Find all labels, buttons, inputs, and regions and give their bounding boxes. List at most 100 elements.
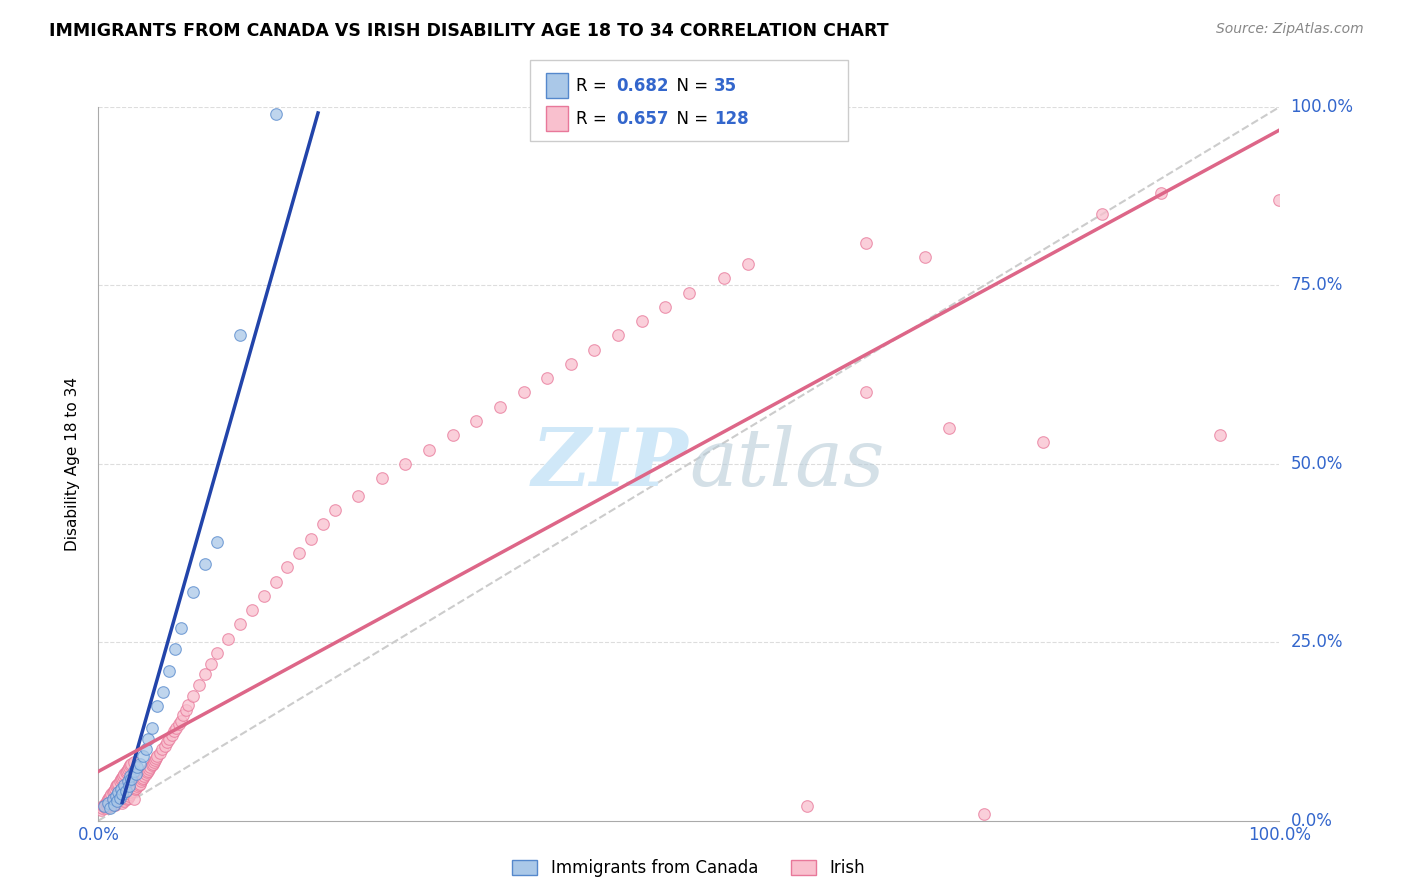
Point bbox=[114, 783, 136, 797]
Point bbox=[104, 781, 127, 796]
Point bbox=[181, 689, 204, 703]
Point bbox=[323, 503, 346, 517]
Point bbox=[117, 774, 139, 789]
Point bbox=[115, 792, 138, 806]
Point bbox=[105, 796, 128, 810]
Point bbox=[103, 783, 125, 797]
Point bbox=[101, 792, 124, 806]
Point bbox=[107, 776, 129, 790]
Point bbox=[536, 371, 558, 385]
Point bbox=[146, 699, 169, 714]
Point bbox=[98, 799, 121, 814]
Point bbox=[1150, 186, 1173, 200]
Text: ZIP: ZIP bbox=[531, 425, 689, 502]
Point bbox=[141, 758, 163, 772]
Point bbox=[105, 794, 128, 808]
Point bbox=[142, 755, 165, 769]
Point bbox=[120, 787, 142, 801]
Point bbox=[129, 774, 152, 789]
Point bbox=[240, 603, 263, 617]
Text: 50.0%: 50.0% bbox=[1291, 455, 1343, 473]
Text: 25.0%: 25.0% bbox=[1291, 633, 1343, 651]
Point bbox=[1268, 193, 1291, 207]
Point bbox=[264, 574, 287, 589]
Text: N =: N = bbox=[666, 77, 714, 95]
Point bbox=[157, 731, 180, 746]
Text: N =: N = bbox=[666, 110, 714, 128]
Point bbox=[165, 642, 187, 657]
Point bbox=[107, 792, 129, 806]
Point bbox=[713, 271, 735, 285]
Text: atlas: atlas bbox=[689, 425, 884, 502]
Point bbox=[105, 789, 128, 803]
Point bbox=[121, 756, 143, 771]
Point bbox=[136, 731, 159, 746]
Point bbox=[181, 585, 204, 599]
Point bbox=[121, 772, 143, 787]
Point bbox=[217, 632, 239, 646]
Point bbox=[107, 785, 129, 799]
Point bbox=[118, 789, 141, 803]
Point bbox=[122, 755, 145, 769]
Point bbox=[264, 107, 287, 121]
Point bbox=[170, 621, 193, 635]
Point bbox=[96, 794, 118, 808]
Point bbox=[108, 790, 131, 805]
Point bbox=[855, 235, 877, 250]
Point bbox=[118, 760, 141, 774]
Point bbox=[101, 796, 124, 810]
Point bbox=[112, 794, 135, 808]
Point bbox=[229, 617, 252, 632]
Point bbox=[111, 771, 134, 785]
Text: 0.0%: 0.0% bbox=[1291, 812, 1333, 830]
Point bbox=[299, 532, 322, 546]
Point bbox=[174, 703, 197, 717]
Point bbox=[111, 787, 134, 801]
Point bbox=[128, 776, 150, 790]
Point bbox=[187, 678, 209, 692]
Text: 75.0%: 75.0% bbox=[1291, 277, 1343, 294]
Point bbox=[104, 797, 127, 812]
Point bbox=[114, 765, 136, 780]
Text: R =: R = bbox=[576, 110, 613, 128]
Point bbox=[973, 806, 995, 821]
Point bbox=[117, 762, 139, 776]
Point bbox=[132, 771, 155, 785]
Point bbox=[122, 792, 145, 806]
Point bbox=[108, 790, 131, 805]
Text: 128: 128 bbox=[714, 110, 749, 128]
Point bbox=[128, 756, 150, 771]
Point bbox=[489, 400, 512, 414]
Point bbox=[110, 781, 132, 796]
Point bbox=[100, 797, 122, 812]
Point bbox=[93, 797, 115, 812]
Point bbox=[142, 756, 165, 771]
Point bbox=[1032, 435, 1054, 450]
Point bbox=[97, 797, 120, 812]
Point bbox=[149, 746, 172, 760]
Point bbox=[121, 785, 143, 799]
Point bbox=[122, 764, 145, 778]
Point bbox=[1091, 207, 1114, 221]
Point bbox=[125, 767, 148, 781]
Point bbox=[94, 796, 117, 810]
Point bbox=[512, 385, 534, 400]
Point bbox=[347, 489, 370, 503]
Point bbox=[118, 780, 141, 794]
Point bbox=[120, 758, 142, 772]
Point bbox=[93, 799, 115, 814]
Point bbox=[127, 760, 149, 774]
Point bbox=[127, 780, 149, 794]
Point bbox=[253, 589, 276, 603]
Point bbox=[194, 667, 217, 681]
Point bbox=[229, 328, 252, 343]
Point bbox=[121, 783, 143, 797]
Point bbox=[135, 765, 157, 780]
Point bbox=[96, 799, 118, 814]
Point bbox=[90, 803, 112, 817]
Point bbox=[170, 714, 193, 728]
Point bbox=[312, 517, 335, 532]
Point bbox=[98, 801, 121, 815]
Point bbox=[150, 742, 173, 756]
Point bbox=[678, 285, 700, 300]
